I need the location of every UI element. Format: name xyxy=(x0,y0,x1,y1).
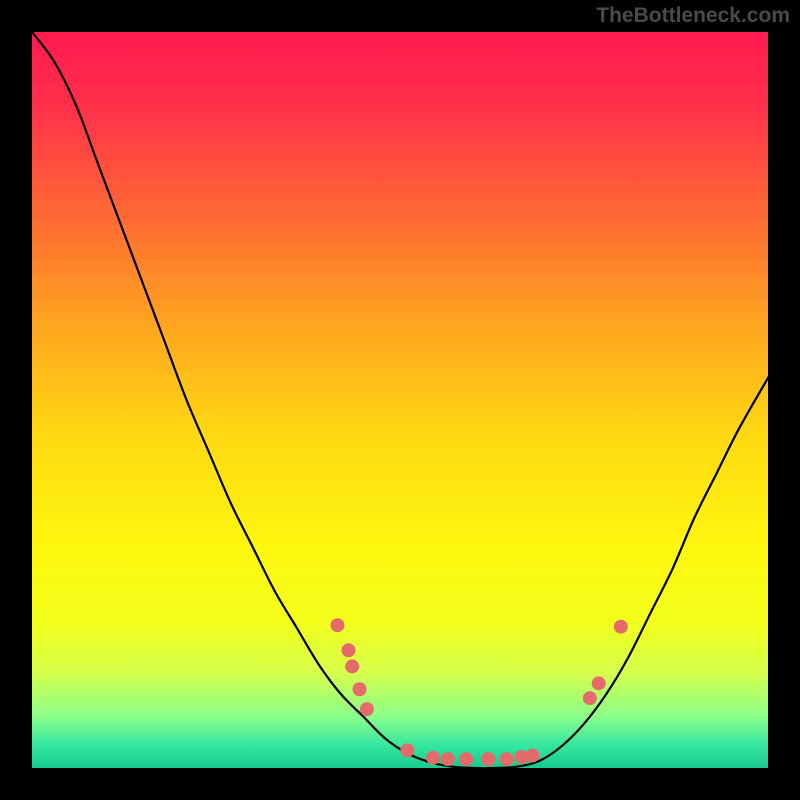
curve-marker xyxy=(592,676,606,690)
chart-plot-area xyxy=(32,32,768,768)
curve-marker xyxy=(341,643,355,657)
curve-marker xyxy=(525,748,539,762)
curve-marker xyxy=(481,752,495,766)
curve-marker xyxy=(345,659,359,673)
curve-marker xyxy=(400,743,414,757)
curve-marker xyxy=(500,752,514,766)
curve-marker xyxy=(583,691,597,705)
curve-markers xyxy=(330,618,627,766)
watermark-text: TheBottleneck.com xyxy=(596,4,790,28)
curve-marker xyxy=(614,620,628,634)
curve-marker xyxy=(330,618,344,632)
curve-marker xyxy=(441,752,455,766)
bottleneck-curve xyxy=(32,32,768,768)
curve-marker xyxy=(426,751,440,765)
curve-marker xyxy=(360,702,374,716)
chart-curve-layer xyxy=(32,32,768,768)
curve-marker xyxy=(459,752,473,766)
curve-marker xyxy=(353,682,367,696)
